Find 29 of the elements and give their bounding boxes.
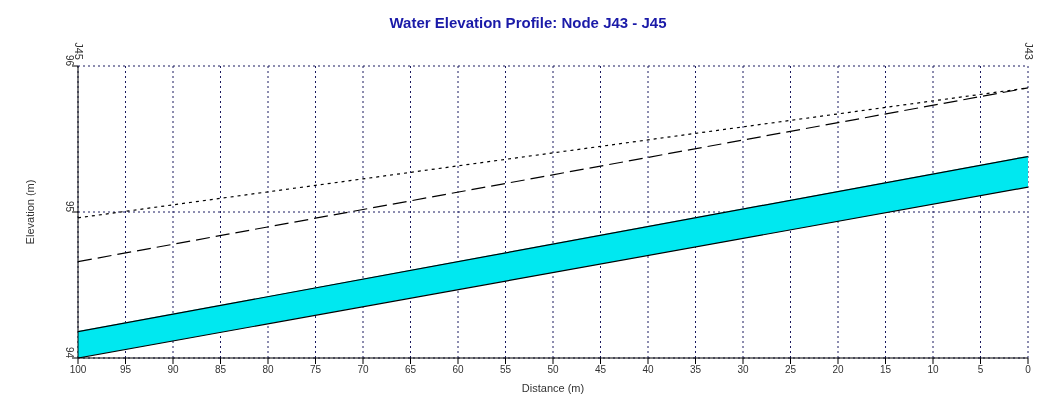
- y-tick-label: 94: [64, 346, 76, 359]
- y-axis-title: Elevation (m): [23, 179, 36, 245]
- x-tick-label: 50: [547, 364, 559, 376]
- x-tick-label: 5: [977, 364, 984, 376]
- x-tick-label: 95: [119, 364, 132, 376]
- x-tick-label: 60: [452, 364, 464, 376]
- x-tick-label: 90: [167, 364, 179, 376]
- text: J45: [73, 42, 86, 60]
- x-tick-label: 100: [69, 364, 87, 376]
- x-tick-label: 70: [357, 364, 369, 376]
- x-tick-label: 55: [499, 364, 512, 376]
- chart-title: Water Elevation Profile: Node J43 - J45: [388, 13, 668, 33]
- x-axis-title: Distance (m): [521, 382, 585, 394]
- x-tick-label: 30: [737, 364, 749, 376]
- x-tick-label: 85: [214, 364, 227, 376]
- y-tick-label: 96: [64, 54, 76, 67]
- text: J43: [1023, 42, 1036, 60]
- x-tick-label: 65: [404, 364, 417, 376]
- x-tick-label: 35: [689, 364, 702, 376]
- x-tick-label: 10: [927, 364, 939, 376]
- x-tick-label: 20: [832, 364, 844, 376]
- x-tick-label: 75: [309, 364, 322, 376]
- x-tick-label: 25: [784, 364, 797, 376]
- x-tick-label: 0: [1025, 364, 1032, 376]
- x-tick-label: 80: [262, 364, 274, 376]
- x-tick-label: 45: [594, 364, 607, 376]
- y-tick-label: 95: [64, 200, 76, 213]
- x-tick-label: 40: [642, 364, 654, 376]
- x-tick-label: 15: [879, 364, 892, 376]
